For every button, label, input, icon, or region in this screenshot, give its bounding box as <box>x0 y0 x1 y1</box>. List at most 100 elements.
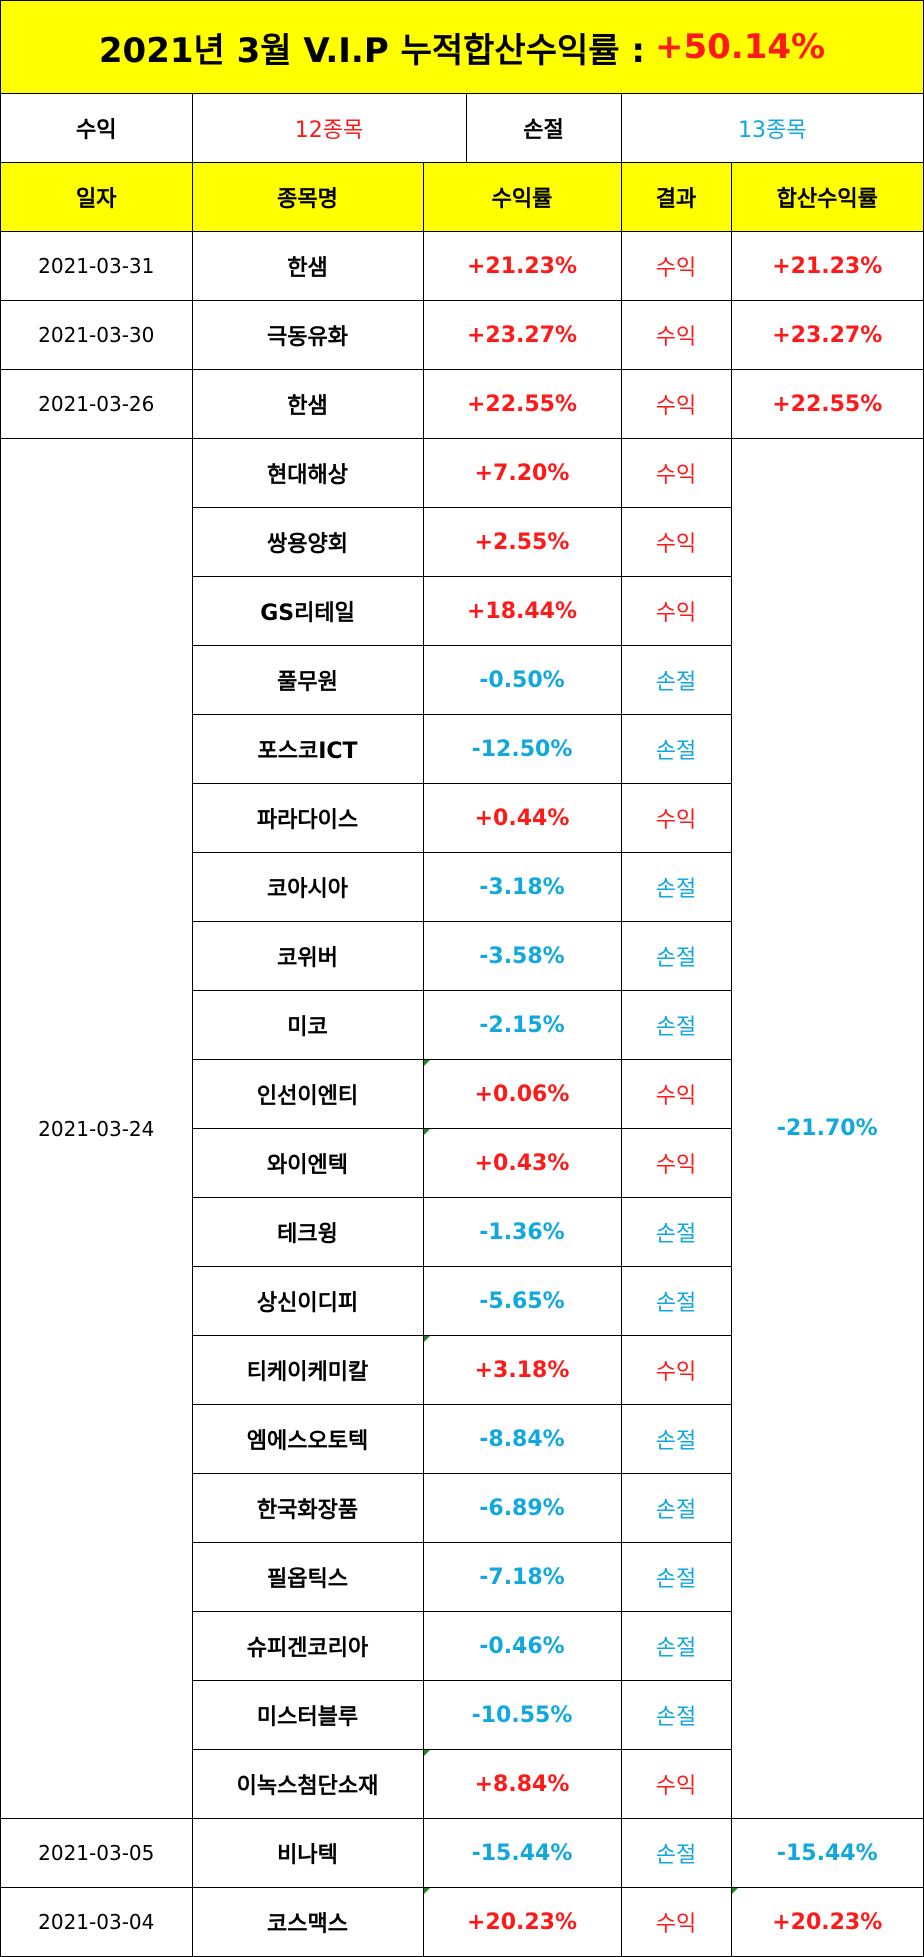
table-row: 인선이엔티 +0.06% 수익 <box>1 1059 923 1129</box>
result-label: 손절 <box>620 1611 731 1681</box>
table-row: 티케이케미칼 +3.18% 수익 <box>1 1335 923 1405</box>
table-row: 슈피겐코리아 -0.46% 손절 <box>1 1611 923 1681</box>
stock-name: 슈피겐코리아 <box>192 1611 424 1681</box>
return-rate: -12.50% <box>422 714 622 784</box>
stock-name: 이녹스첨단소재 <box>192 1749 424 1819</box>
return-rate: +0.44% <box>422 783 622 853</box>
table-row: 코아시아 -3.18% 손절 <box>1 852 923 922</box>
table-row: 와이엔텍 +0.43% 수익 <box>1 1128 923 1198</box>
stock-name: 한샘 <box>191 369 424 439</box>
return-rate: -1.36% <box>422 1197 622 1267</box>
header-result: 결과 <box>620 163 732 232</box>
profit-label: 수익 <box>1 94 193 163</box>
header-name: 종목명 <box>191 163 424 232</box>
result-label: 손절 <box>620 645 731 715</box>
page-title: 2021년 3월 V.I.P 누적합산수익률 : +50.14% <box>1 1 923 94</box>
group-total: -21.70% <box>730 438 923 1819</box>
return-rate: -0.46% <box>422 1611 622 1681</box>
stock-name: GS리테일 <box>192 576 424 646</box>
return-rate: +0.06% <box>422 1059 622 1129</box>
table-row: 한국화장품 -6.89% 손절 <box>1 1473 923 1543</box>
header-rate: 수익률 <box>422 163 622 232</box>
stock-name: 한샘 <box>191 231 424 301</box>
result-label: 손절 <box>620 1197 731 1267</box>
table-row: 코위버 -3.58% 손절 <box>1 921 923 991</box>
stock-name: 미코 <box>192 990 424 1060</box>
table-header: 일자 종목명 수익률 결과 합산수익률 <box>1 163 923 232</box>
result-label: 손절 <box>620 921 731 991</box>
result-label: 손절 <box>620 714 731 784</box>
result-label: 손절 <box>620 852 731 922</box>
stock-name: 비나텍 <box>191 1818 424 1888</box>
result-label: 손절 <box>620 1473 731 1543</box>
result-label: 수익 <box>620 1335 731 1405</box>
stock-name: 파라다이스 <box>192 783 424 853</box>
row-date: 2021-03-30 <box>1 300 193 370</box>
table-row: 2021-03-31 한샘 +21.23% 수익 +21.23% <box>1 231 923 301</box>
row-date: 2021-03-31 <box>1 231 193 301</box>
return-rate: -2.15% <box>422 990 622 1060</box>
return-rate: -3.18% <box>422 852 622 922</box>
result-label: 수익 <box>620 1128 731 1198</box>
result-label: 수익 <box>620 1887 732 1957</box>
result-label: 수익 <box>620 231 732 301</box>
stock-name: 테크윙 <box>192 1197 424 1267</box>
return-rate: +20.23% <box>422 1887 622 1957</box>
table-body: 2021-03-31 한샘 +21.23% 수익 +21.23% 2021-03-30 극동… <box>1 231 923 1957</box>
header-total: 합산수익률 <box>730 163 923 232</box>
table-row: 2021-03-05 비나텍 -15.44% 손절 -15.44% <box>1 1818 923 1888</box>
return-rate: -5.65% <box>422 1266 622 1336</box>
stock-name: 극동유화 <box>191 300 424 370</box>
table-row: 미코 -2.15% 손절 <box>1 990 923 1060</box>
group-total: +20.23% <box>730 1887 923 1957</box>
return-rate: -6.89% <box>422 1473 622 1543</box>
result-label: 손절 <box>620 990 731 1060</box>
stock-name: 티케이케미칼 <box>192 1335 424 1405</box>
table-row: 2021-03-04 코스맥스 +20.23% 수익 +20.23% <box>1 1887 923 1957</box>
table-row: 포스코ICT -12.50% 손절 <box>1 714 923 784</box>
row-date: 2021-03-05 <box>1 1818 193 1888</box>
stock-name: 포스코ICT <box>192 714 424 784</box>
loss-label: 손절 <box>465 94 622 163</box>
table-row: 2021-03-24 현대해상 +7.20% 수익 -21.70% <box>1 438 923 1819</box>
result-label: 손절 <box>620 1266 731 1336</box>
group-total: +23.27% <box>730 300 923 370</box>
result-label: 수익 <box>620 1059 731 1129</box>
return-rate: -15.44% <box>422 1818 622 1888</box>
profit-count: 12종목 <box>191 94 467 163</box>
stock-name: 풀무원 <box>192 645 424 715</box>
table-row: 2021-03-26 한샘 +22.55% 수익 +22.55% <box>1 369 923 439</box>
return-rate: +3.18% <box>422 1335 622 1405</box>
cumulative-total: +50.14% <box>654 27 826 67</box>
row-date: 2021-03-24 <box>1 438 193 1819</box>
return-rate: +18.44% <box>422 576 622 646</box>
result-label: 수익 <box>620 576 731 646</box>
return-rate: +0.43% <box>422 1128 622 1198</box>
return-rate: +22.55% <box>422 369 622 439</box>
table-row: 이녹스첨단소재 +8.84% 수익 <box>1 1749 923 1819</box>
group-total: +22.55% <box>730 369 923 439</box>
return-rate: -3.58% <box>422 921 622 991</box>
results-table: 일자 종목명 수익률 결과 합산수익률 2021-03-31 한샘 +21.23% 수… <box>1 163 923 1957</box>
result-label: 손절 <box>620 1818 732 1888</box>
table-row: 파라다이스 +0.44% 수익 <box>1 783 923 853</box>
result-label: 수익 <box>620 507 731 577</box>
stock-name: 코스맥스 <box>191 1887 424 1957</box>
return-rate: +2.55% <box>422 507 622 577</box>
return-rate: +23.27% <box>422 300 622 370</box>
table-row: GS리테일 +18.44% 수익 <box>1 576 923 646</box>
table-row: 필옵틱스 -7.18% 손절 <box>1 1542 923 1612</box>
table-row: 미스터블루 -10.55% 손절 <box>1 1680 923 1750</box>
header-date: 일자 <box>1 163 193 232</box>
stock-name: 현대해상 <box>191 438 424 508</box>
return-rate: +21.23% <box>422 231 622 301</box>
row-date: 2021-03-04 <box>1 1887 193 1957</box>
stock-name: 코아시아 <box>192 852 424 922</box>
return-rate: -10.55% <box>422 1680 622 1750</box>
result-label: 수익 <box>620 369 732 439</box>
result-label: 수익 <box>620 300 732 370</box>
return-rate: -0.50% <box>422 645 622 715</box>
return-rate: +8.84% <box>422 1749 622 1819</box>
stock-name: 필옵틱스 <box>192 1542 424 1612</box>
